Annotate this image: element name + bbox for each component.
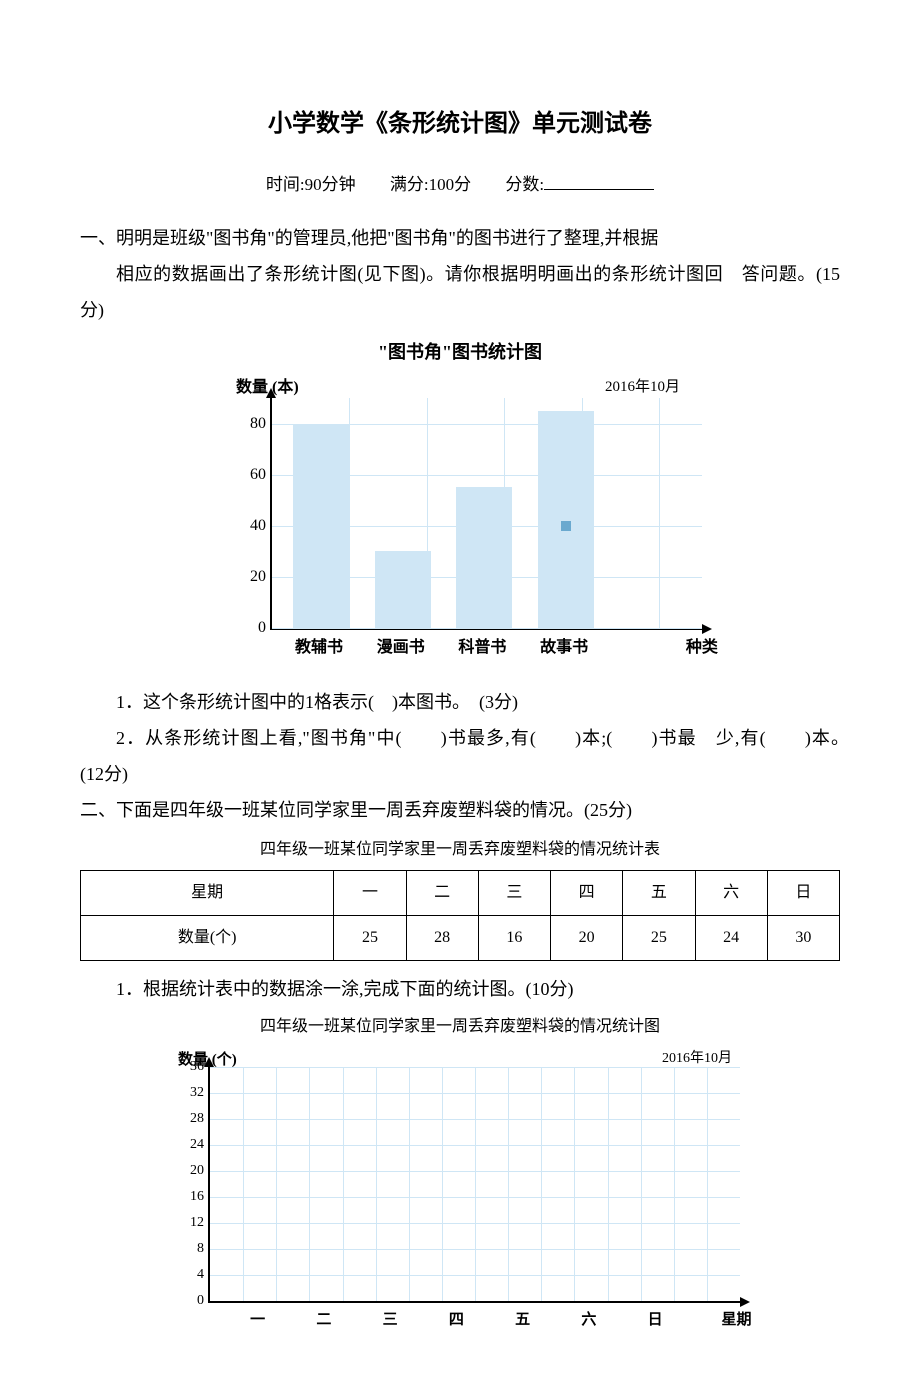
table-cell: 日 — [767, 871, 839, 916]
chart2-category: 四 — [449, 1305, 464, 1335]
chart1-plot: 020406080 — [270, 398, 702, 630]
chart1-gridline — [272, 628, 702, 629]
chart2-ytick: 24 — [190, 1131, 210, 1159]
chart2-vgrid — [376, 1067, 377, 1301]
chart2-vgrid — [707, 1067, 708, 1301]
table-cell: 20 — [551, 916, 623, 961]
chart1-bar — [538, 411, 594, 628]
chart2-ytick: 8 — [197, 1235, 210, 1263]
chart2-vgrid — [541, 1067, 542, 1301]
table-cell: 25 — [623, 916, 695, 961]
chart1-ytick: 20 — [250, 561, 272, 593]
table-cell: 四 — [551, 871, 623, 916]
chart1-category: 漫画书 — [377, 632, 425, 664]
score-blank[interactable] — [544, 189, 654, 190]
chart2-vgrid — [674, 1067, 675, 1301]
section1-heading-line2: 相应的数据画出了条形统计图(见下图)。请你根据明明画出的条形统计图回 答问题。(… — [80, 256, 840, 328]
meta-time: 时间:90分钟 — [266, 175, 356, 194]
table-cell: 六 — [695, 871, 767, 916]
section2-q1: 1．根据统计表中的数据涂一涂,完成下面的统计图。(10分) — [80, 971, 840, 1007]
table-cell: 一 — [334, 871, 406, 916]
chart1-category: 教辅书 — [295, 632, 343, 664]
data-table: 星期一二三四五六日数量(个)25281620252430 — [80, 870, 840, 961]
chart1-vgrid — [349, 398, 350, 628]
chart2-category: 五 — [515, 1305, 530, 1335]
chart2-ytick: 0 — [197, 1287, 210, 1315]
table-title: 四年级一班某位同学家里一周丢弃废塑料袋的情况统计表 — [80, 834, 840, 866]
chart2-vgrid — [309, 1067, 310, 1301]
chart1-ytick: 40 — [250, 510, 272, 542]
chart2-vgrid — [442, 1067, 443, 1301]
chart2-vgrid — [409, 1067, 410, 1301]
chart1-marker — [561, 521, 571, 531]
arrow-up-icon — [266, 388, 276, 398]
chart2-ytick: 12 — [190, 1209, 210, 1237]
chart2-vgrid — [243, 1067, 244, 1301]
chart2-category: 三 — [383, 1305, 398, 1335]
chart2-vgrid — [276, 1067, 277, 1301]
table-cell: 星期 — [81, 871, 334, 916]
chart2-ytick: 32 — [190, 1079, 210, 1107]
chart2-category: 日 — [648, 1305, 663, 1335]
meta-full: 满分:100分 — [390, 175, 471, 194]
meta-line: 时间:90分钟 满分:100分 分数: — [80, 168, 840, 202]
chart2-ytick: 20 — [190, 1157, 210, 1185]
chart1-category-labels: 教辅书漫画书科普书故事书种类 — [270, 632, 700, 656]
chart2-vgrid — [343, 1067, 344, 1301]
chart1-bar — [293, 424, 349, 628]
chart2-plot: 04812162024283236 — [208, 1067, 740, 1303]
doc-title: 小学数学《条形统计图》单元测试卷 — [80, 100, 840, 148]
page: 小学数学《条形统计图》单元测试卷 时间:90分钟 满分:100分 分数: 一、明… — [0, 0, 920, 1397]
chart1-bar — [456, 487, 512, 628]
table-cell: 数量(个) — [81, 916, 334, 961]
table-cell: 30 — [767, 916, 839, 961]
section1-heading-line1: 一、明明是班级"图书角"的管理员,他把"图书角"的图书进行了整理,并根据 — [80, 220, 840, 256]
chart1-area: 数量 (本) 2016年10月 020406080 教辅书漫画书科普书故事书种类 — [200, 374, 720, 674]
chart1-vgrid — [659, 398, 660, 628]
chart2-category: 一 — [250, 1305, 265, 1335]
table-cell: 16 — [478, 916, 550, 961]
chart2-ytick: 16 — [190, 1183, 210, 1211]
table-cell: 25 — [334, 916, 406, 961]
chart2-ytick: 36 — [190, 1053, 210, 1081]
chart2-title: 四年级一班某位同学家里一周丢弃废塑料袋的情况统计图 — [160, 1011, 760, 1043]
chart1: "图书角"图书统计图 数量 (本) 2016年10月 020406080 教辅书… — [200, 334, 720, 674]
chart2-area: 数量 (个) 2016年10月 04812162024283236 一二三四五六… — [160, 1047, 760, 1337]
table-cell: 28 — [406, 916, 478, 961]
chart1-ytick: 80 — [250, 408, 272, 440]
chart1-bar — [375, 551, 431, 628]
section1-q1: 1．这个条形统计图中的1格表示( )本图书。 (3分) — [80, 684, 840, 720]
q1-post: )本图书。 (3分) — [392, 692, 518, 712]
table-row: 数量(个)25281620252430 — [81, 916, 840, 961]
chart1-category: 科普书 — [458, 632, 506, 664]
chart2-category: 六 — [581, 1305, 596, 1335]
table-row: 星期一二三四五六日 — [81, 871, 840, 916]
table-cell: 五 — [623, 871, 695, 916]
chart2-vgrid — [574, 1067, 575, 1301]
table-cell: 三 — [478, 871, 550, 916]
chart2-x-axis-label: 星期 — [721, 1305, 751, 1335]
section1-q2: 2．从条形统计图上看,"图书角"中( )书最多,有( )本;( )书最 少,有(… — [80, 720, 840, 792]
chart2-vgrid — [475, 1067, 476, 1301]
meta-score-label: 分数: — [505, 175, 544, 194]
chart2: 四年级一班某位同学家里一周丢弃废塑料袋的情况统计图 数量 (个) 2016年10… — [160, 1011, 760, 1337]
chart2-vgrid — [608, 1067, 609, 1301]
q1-pre: 1．这个条形统计图中的1格表示( — [116, 692, 374, 712]
table-cell: 24 — [695, 916, 767, 961]
chart2-ytick: 4 — [197, 1261, 210, 1289]
chart2-vgrid — [508, 1067, 509, 1301]
chart2-ytick: 28 — [190, 1105, 210, 1133]
chart1-ytick: 60 — [250, 459, 272, 491]
table-cell: 二 — [406, 871, 478, 916]
chart1-category: 故事书 — [540, 632, 588, 664]
chart2-category: 二 — [316, 1305, 331, 1335]
chart2-vgrid — [641, 1067, 642, 1301]
chart1-title: "图书角"图书统计图 — [200, 334, 720, 370]
section2-heading: 二、下面是四年级一班某位同学家里一周丢弃废塑料袋的情况。(25分) — [80, 792, 840, 828]
chart1-x-axis-label: 种类 — [686, 632, 718, 664]
